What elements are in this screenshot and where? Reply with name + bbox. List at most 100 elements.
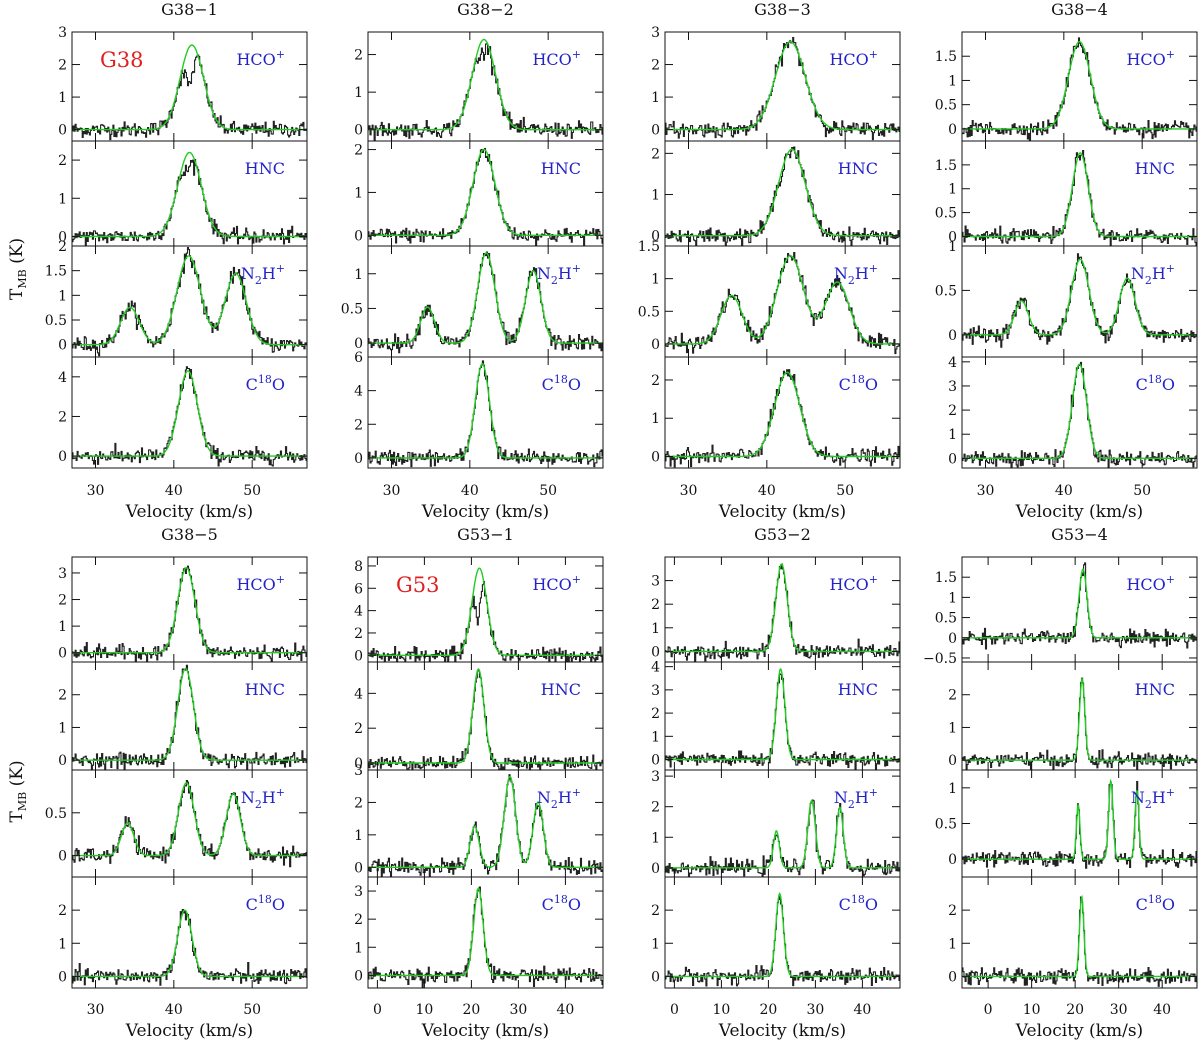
- x-tick-label: 50: [243, 1002, 261, 1018]
- y-tick-label: 1: [948, 182, 957, 198]
- y-tick-label: 2: [354, 143, 363, 159]
- molecule-label: N2H+: [537, 262, 581, 287]
- y-tick-label: 2: [354, 48, 363, 64]
- observed-spectrum: [72, 909, 307, 986]
- panel-hnc: 0 1 2 3 4 HNC: [651, 660, 901, 771]
- molecule-label: C18O: [1136, 373, 1175, 394]
- y-tick-label: −0.5: [923, 651, 957, 667]
- y-tick-label: 3: [354, 884, 363, 900]
- y-tick-label: 4: [948, 355, 957, 371]
- y-tick-label: 2: [354, 721, 363, 737]
- column-title: G38−1: [161, 0, 218, 19]
- y-tick-label: 0: [651, 644, 660, 660]
- y-tick-label: 0: [948, 122, 957, 138]
- panel-hcop: 0 1 2 3 HCO+: [58, 556, 308, 663]
- y-tick-label: 2: [651, 706, 660, 722]
- fit-curve: [72, 667, 307, 761]
- molecule-label: HCO+: [829, 573, 878, 594]
- molecule-label: N2H+: [834, 262, 878, 287]
- y-tick-label: 0.5: [935, 611, 957, 627]
- y-tick-label: 3: [354, 763, 363, 779]
- panel-hcop: 0 0.5 1 1.5 HCO+: [935, 31, 1198, 142]
- y-tick-label: 0.5: [638, 304, 660, 320]
- molecule-label: HNC: [838, 680, 878, 699]
- x-tick-label: 50: [243, 483, 261, 499]
- y-tick-label: 0: [354, 451, 363, 467]
- region-label: G38: [100, 48, 144, 72]
- panel-c18o: 0 1 2 C18O: [651, 356, 901, 469]
- y-tick-label: 2: [354, 912, 363, 928]
- molecule-label: C18O: [839, 893, 878, 914]
- molecule-label: N2H+: [241, 262, 285, 287]
- fit-curve: [368, 363, 603, 459]
- y-tick-label: 1: [948, 239, 957, 255]
- molecule-label: C18O: [246, 373, 285, 394]
- y-tick-label: 1: [354, 85, 363, 101]
- y-tick-label: 0.5: [935, 98, 957, 114]
- y-tick-label: 3: [651, 769, 660, 785]
- panel-n2hp: 0 0.5 1 N2H+: [935, 239, 1198, 358]
- y-tick-label: 3: [58, 566, 67, 582]
- fit-curve: [368, 252, 603, 344]
- y-tick-label: 0: [948, 229, 957, 245]
- x-tick-label: 30: [977, 483, 995, 499]
- column-title: G38−5: [161, 525, 218, 544]
- x-axis-label: Velocity (km/s): [718, 502, 846, 522]
- y-tick-label: 0.5: [935, 206, 957, 222]
- x-tick-label: 30: [87, 483, 105, 499]
- molecule-label: HCO+: [236, 573, 285, 594]
- panel-hnc: 0 2 4 HNC: [354, 661, 604, 772]
- column-title: G38−4: [1051, 0, 1108, 19]
- x-tick-label: 30: [87, 1002, 105, 1018]
- fit-curve: [665, 255, 900, 345]
- y-tick-label: 0: [354, 968, 363, 984]
- molecule-label: N2H+: [537, 786, 581, 811]
- panel-hcop: 0 2 4 6 8 HCO+: [354, 556, 604, 664]
- y-tick-label: 2: [651, 373, 660, 389]
- y-tick-label: 0: [948, 451, 957, 467]
- y-tick-label: 6: [354, 581, 363, 597]
- panel-frame: [71, 140, 308, 247]
- y-tick-label: 1: [651, 411, 660, 427]
- molecule-label: C18O: [246, 893, 285, 914]
- y-tick-label: 0: [948, 969, 957, 985]
- y-tick-label: 3: [58, 25, 67, 41]
- panel-n2hp: 0 1 2 3 N2H+: [651, 769, 901, 878]
- column-title: G53−2: [754, 525, 811, 544]
- x-tick-label: 40: [758, 483, 776, 499]
- column-title: G53−1: [457, 525, 514, 544]
- molecule-label: C18O: [1136, 893, 1175, 914]
- x-tick-label: 40: [853, 1002, 871, 1018]
- y-tick-label: 1: [651, 621, 660, 637]
- panel-frame: [961, 556, 1198, 663]
- molecule-label: N2H+: [1131, 786, 1175, 811]
- y-tick-label: 2: [58, 58, 67, 74]
- panel-n2hp: 0 0.5 1 1.5 N2H+: [638, 239, 901, 358]
- y-tick-label: 0: [354, 756, 363, 772]
- x-tick-label: 20: [759, 1002, 777, 1018]
- observed-spectrum: [72, 159, 307, 246]
- fit-curve: [962, 40, 1197, 130]
- panel-frame: [664, 556, 901, 663]
- spectrum-column-3: G38−3 0 1 2 3 HCO+ 0 1 2 HNC 0 0.5 1 1.5 N2H+ 0 1 2 C18O 30…: [638, 0, 901, 522]
- y-tick-label: 2: [58, 153, 67, 169]
- molecule-label: HCO+: [1126, 48, 1175, 69]
- panel-hnc: 0 0.5 1 1.5 HNC: [935, 140, 1198, 247]
- panel-hcop: −0.5 0 0.5 1 1.5 HCO+: [923, 556, 1198, 667]
- fit-curve: [72, 151, 307, 238]
- y-tick-label: 1: [58, 936, 67, 952]
- panel-frame: [367, 356, 604, 469]
- y-tick-label: 2: [354, 417, 363, 433]
- y-tick-label: 0: [651, 861, 660, 877]
- panel-c18o: 0 1 2 3 4 C18O: [948, 355, 1198, 469]
- fit-curve: [665, 892, 900, 978]
- y-tick-label: 2: [58, 409, 67, 425]
- fit-curve: [368, 38, 603, 131]
- fit-curve: [665, 563, 900, 653]
- panel-frame: [664, 356, 901, 469]
- spectrum-column-2: G38−2 0 1 2 HCO+ 0 1 2 HNC 0 0.5 1 N2H+ 0 2 4 6 C18O 30 40 5…: [341, 0, 604, 522]
- x-axis-label: Velocity (km/s): [1015, 1021, 1143, 1041]
- panel-n2hp: 0 0.5 N2H+: [45, 769, 308, 878]
